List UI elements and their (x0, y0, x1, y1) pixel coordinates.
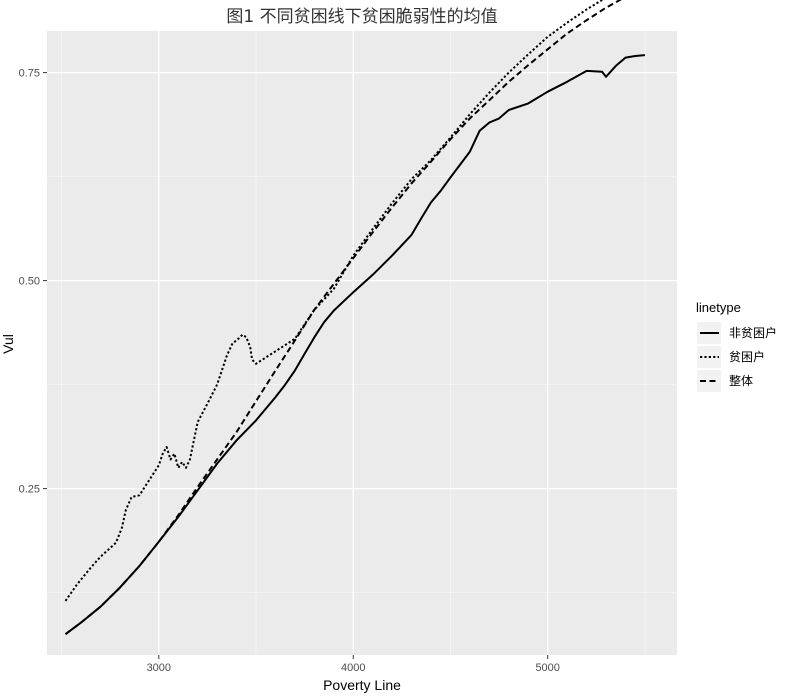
legend-item: 非贫困户 (697, 322, 777, 344)
legend-title: linetype (696, 300, 741, 315)
y-tick-label: 0.25 (19, 484, 40, 496)
chart-title: 图1 不同贫困线下贫困脆弱性的均值 (226, 7, 497, 27)
y-axis-title: Vul (0, 334, 16, 354)
legend-item: 整体 (697, 370, 753, 392)
x-tick-label: 4000 (341, 662, 365, 674)
x-axis: 3000 4000 5000 (147, 655, 560, 674)
x-tick-label: 5000 (535, 662, 559, 674)
grid-minor (47, 31, 677, 655)
legend-item: 贫困户 (697, 346, 765, 368)
plot-panel (47, 31, 677, 655)
y-tick-label: 0.50 (19, 276, 40, 288)
legend-label: 整体 (729, 373, 753, 388)
series-line-0 (64, 54, 645, 636)
y-axis: 0.25 0.50 0.75 (19, 68, 47, 496)
x-axis-title: Poverty Line (323, 677, 401, 693)
x-tick-label: 3000 (147, 662, 171, 674)
legend-label: 非贫困户 (729, 325, 777, 340)
legend-label: 贫困户 (729, 349, 765, 364)
grid-major (47, 31, 677, 655)
legend-key (697, 370, 721, 392)
y-tick-label: 0.75 (19, 68, 40, 80)
series-line-2 (64, 0, 622, 636)
series-line-1 (64, 0, 605, 602)
series-layer (64, 0, 645, 636)
